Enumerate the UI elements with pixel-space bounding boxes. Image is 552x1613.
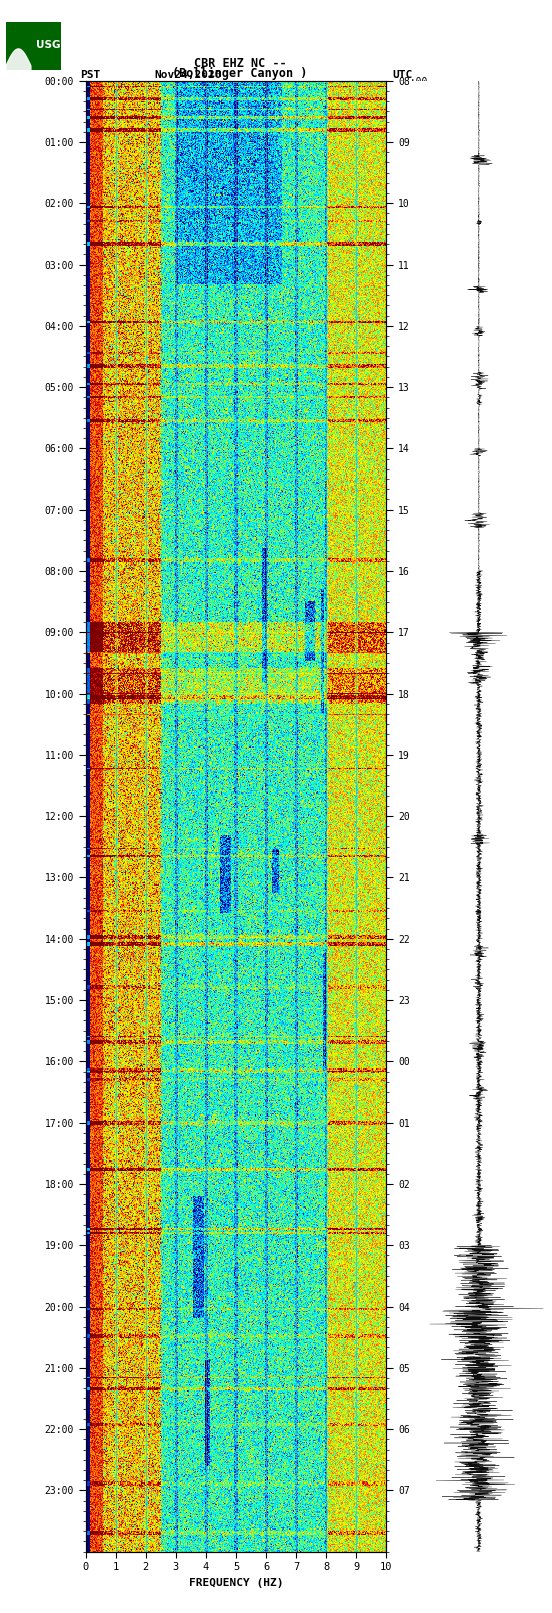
Text: (Bollinger Canyon ): (Bollinger Canyon )	[172, 66, 308, 79]
Text: Nov24,2020: Nov24,2020	[155, 69, 222, 79]
Text: CBR EHZ NC --: CBR EHZ NC --	[194, 56, 286, 71]
Text: UTC: UTC	[392, 69, 412, 79]
Text: USGS: USGS	[36, 40, 68, 50]
X-axis label: FREQUENCY (HZ): FREQUENCY (HZ)	[189, 1578, 283, 1587]
Text: PST: PST	[80, 69, 100, 79]
